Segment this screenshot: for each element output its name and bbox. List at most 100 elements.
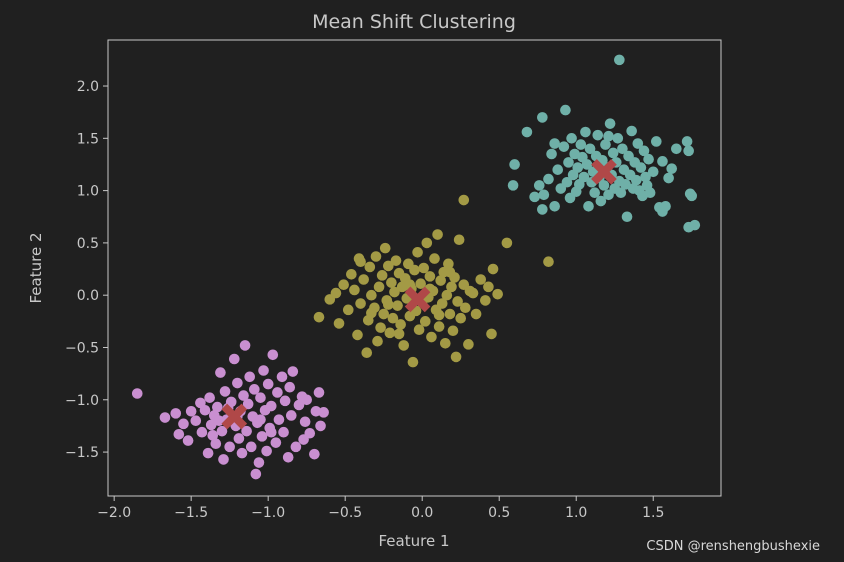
data-point <box>632 138 644 149</box>
data-point <box>475 274 487 285</box>
data-point <box>233 433 245 444</box>
data-point <box>501 237 513 249</box>
data-point <box>241 425 252 437</box>
data-point <box>433 321 445 332</box>
data-point <box>543 173 554 185</box>
data-point <box>185 405 197 417</box>
data-point <box>418 262 430 274</box>
axis-ticks: −2.0 −1.5 −1.0 −0.5 0.0 0.5 1.0 1.5 −1.5 −1.0 −0.5… <box>65 79 664 521</box>
data-point <box>412 247 423 258</box>
data-point <box>313 311 325 323</box>
data-point <box>301 394 312 406</box>
data-point <box>262 378 274 390</box>
data-point <box>433 309 445 321</box>
data-point <box>432 229 443 240</box>
data-point <box>452 296 463 307</box>
data-point <box>199 404 211 416</box>
data-point <box>615 187 627 198</box>
data-point <box>549 138 560 149</box>
data-point <box>182 435 194 446</box>
data-point <box>178 418 189 430</box>
scatter-points <box>131 54 701 480</box>
data-point <box>236 447 248 459</box>
x-tick-label: −1.0 <box>251 505 285 521</box>
data-point <box>486 328 497 340</box>
cluster-center-marker <box>221 403 248 430</box>
data-point <box>543 256 554 268</box>
data-point <box>580 126 591 138</box>
data-point <box>384 327 396 339</box>
data-point <box>683 145 694 157</box>
data-point <box>273 414 285 425</box>
data-point <box>549 200 560 212</box>
data-point <box>131 388 143 399</box>
data-point <box>383 299 394 310</box>
data-point <box>560 104 571 116</box>
data-point <box>509 159 520 170</box>
data-point <box>293 399 305 411</box>
x-tick-label: −0.5 <box>328 505 362 521</box>
data-point <box>583 200 594 212</box>
data-point <box>282 452 294 463</box>
data-point <box>558 141 570 152</box>
data-point <box>566 133 577 144</box>
data-point <box>270 437 282 448</box>
x-tick-label: 0.5 <box>488 505 510 521</box>
data-point <box>379 242 391 254</box>
x-axis-label: Feature 1 <box>379 532 450 550</box>
data-point <box>614 54 625 66</box>
data-point <box>196 426 208 438</box>
data-point <box>521 126 533 138</box>
data-point <box>507 180 519 191</box>
data-point <box>483 281 494 293</box>
x-tick-label: 0.0 <box>411 505 433 521</box>
data-point <box>389 286 400 298</box>
data-point <box>349 284 360 296</box>
data-point <box>436 298 448 309</box>
data-point <box>603 130 614 142</box>
data-point <box>352 329 363 341</box>
data-point <box>159 412 171 423</box>
data-point <box>458 194 470 206</box>
data-point <box>318 407 329 418</box>
data-point <box>313 387 325 398</box>
data-point <box>546 148 557 160</box>
data-point <box>279 395 291 407</box>
data-point <box>355 256 366 268</box>
data-point <box>212 401 223 413</box>
data-point <box>666 163 678 174</box>
y-tick-label: −1.5 <box>65 445 99 461</box>
data-point <box>657 156 668 167</box>
data-point <box>563 157 574 168</box>
cluster-1-points <box>313 194 554 368</box>
data-point <box>398 340 410 351</box>
data-point <box>265 426 277 438</box>
data-point <box>552 164 564 175</box>
chart-title: Mean Shift Clustering <box>312 11 516 33</box>
data-point <box>415 278 426 289</box>
data-point <box>256 431 268 442</box>
data-point <box>238 390 249 401</box>
data-point <box>170 408 182 419</box>
cluster-centers <box>221 158 617 430</box>
data-point <box>447 325 459 337</box>
data-point <box>647 166 659 178</box>
data-point <box>663 172 674 184</box>
cluster-center-marker <box>404 286 431 313</box>
x-tick-label: −1.5 <box>174 505 208 521</box>
data-point <box>533 180 545 191</box>
data-point <box>681 136 693 147</box>
data-point <box>358 274 369 285</box>
data-point <box>228 353 240 365</box>
data-point <box>640 171 651 183</box>
data-point <box>683 221 694 233</box>
data-point <box>204 392 215 403</box>
data-point <box>285 410 297 421</box>
data-point <box>581 159 593 170</box>
y-tick-label: 2.0 <box>77 79 99 95</box>
data-point <box>453 234 465 246</box>
data-point <box>638 145 650 157</box>
data-point <box>444 308 456 320</box>
data-point <box>290 441 302 453</box>
